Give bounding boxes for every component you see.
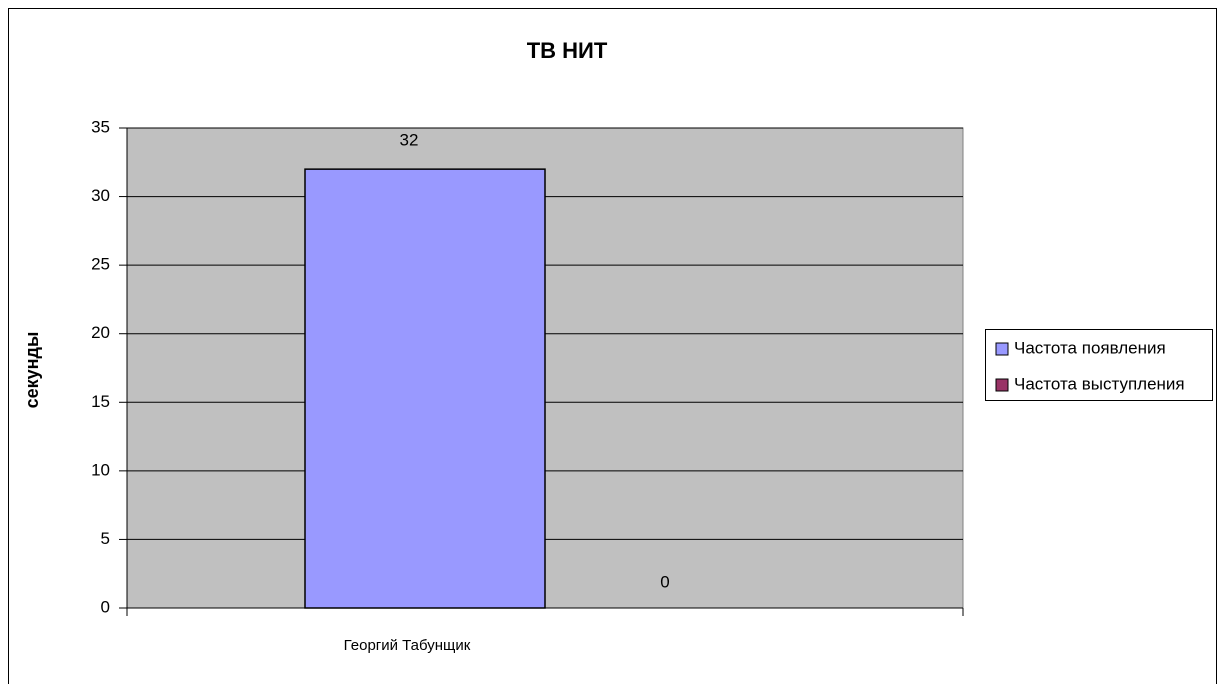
y-tick-label: 30	[91, 186, 110, 205]
bar	[304, 168, 546, 609]
y-tick-label: 10	[91, 460, 110, 479]
legend-swatch	[995, 378, 1009, 392]
legend	[985, 329, 1213, 401]
y-tick-label: 20	[91, 323, 110, 342]
data-label: 32	[400, 131, 419, 150]
y-tick-label: 0	[101, 597, 110, 616]
y-tick-label: 25	[91, 255, 110, 274]
legend-label: Частота выступления	[1014, 374, 1185, 393]
y-tick-label: 35	[91, 117, 110, 136]
y-axis-label: секунды	[22, 332, 42, 409]
y-tick-label: 5	[101, 529, 110, 548]
y-tick-label: 15	[91, 392, 110, 411]
legend-label: Частота появления	[1014, 338, 1166, 357]
x-tick-label: Георгий Табунщик	[344, 637, 471, 654]
data-label: 0	[660, 572, 669, 591]
chart-title: ТВ НИТ	[527, 38, 608, 63]
legend-swatch	[995, 342, 1009, 356]
